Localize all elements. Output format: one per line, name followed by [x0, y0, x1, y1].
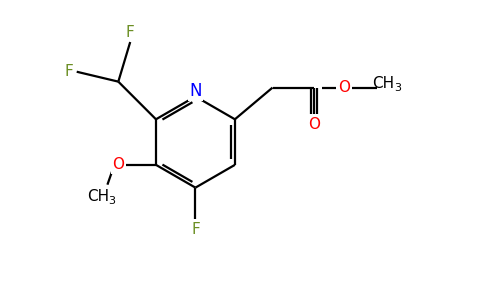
Text: F: F [64, 64, 73, 79]
Text: 3: 3 [394, 82, 401, 93]
Text: F: F [191, 222, 200, 237]
Text: CH: CH [373, 76, 394, 91]
Text: 3: 3 [108, 196, 115, 206]
Text: O: O [338, 80, 350, 95]
Text: N: N [189, 82, 202, 100]
Text: O: O [112, 158, 124, 172]
Text: CH: CH [88, 189, 109, 204]
Text: F: F [126, 25, 135, 40]
Text: O: O [308, 117, 320, 132]
